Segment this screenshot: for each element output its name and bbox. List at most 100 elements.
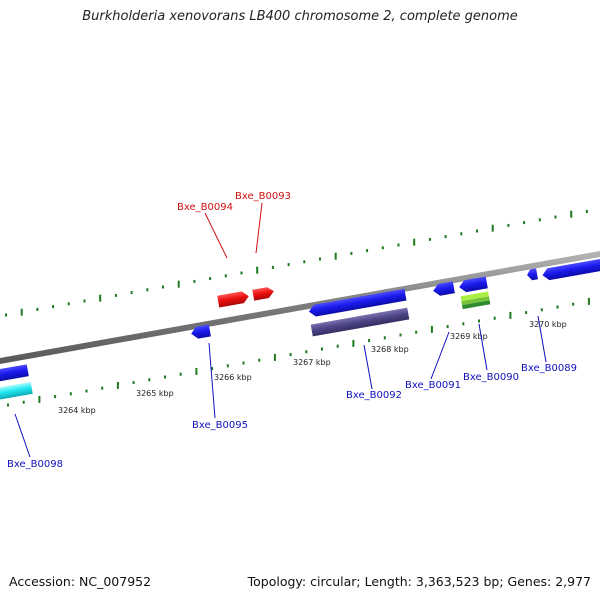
minor-tick — [381, 246, 384, 250]
minor-tick — [132, 381, 135, 385]
major-tick — [273, 353, 276, 361]
minor-tick — [556, 305, 559, 309]
minor-tick — [52, 305, 55, 309]
minor-tick — [164, 375, 166, 379]
minor-tick — [67, 302, 70, 306]
minor-tick — [350, 251, 353, 255]
minor-tick — [179, 372, 182, 376]
gene-bxe-b0098[interactable] — [0, 364, 29, 382]
minor-tick — [287, 263, 290, 267]
minor-tick — [242, 361, 245, 365]
minor-tick — [397, 243, 400, 247]
gene-bxe-b0095[interactable] — [190, 324, 211, 340]
gene-bxe-b0094[interactable] — [217, 290, 250, 308]
major-tick — [509, 311, 512, 319]
gene-bxe-b0098-product[interactable] — [0, 381, 33, 401]
minor-tick — [507, 223, 510, 227]
major-tick — [587, 297, 590, 305]
major-tick — [430, 325, 433, 333]
minor-tick — [258, 358, 261, 362]
major-tick — [256, 266, 259, 274]
gene-bxe-b0093[interactable] — [252, 286, 275, 301]
minor-tick — [554, 215, 557, 219]
major-tick — [20, 308, 23, 316]
gene-bxe-b0092-product[interactable] — [310, 307, 410, 337]
minor-tick — [211, 367, 214, 371]
gene-label-bxe-b0090: Bxe_B0090 — [463, 372, 519, 383]
gene-bxe-b0090[interactable] — [458, 276, 488, 293]
minor-tick — [321, 347, 323, 351]
major-tick — [177, 280, 180, 288]
major-tick — [38, 395, 41, 403]
minor-tick — [368, 339, 371, 343]
gene-labels: Bxe_B0094 Bxe_B0093 Bxe_B0095 Bxe_B0092 … — [7, 191, 577, 470]
minor-tick — [383, 336, 386, 340]
minor-tick — [226, 364, 229, 368]
minor-tick — [460, 232, 463, 236]
minor-tick — [7, 403, 9, 407]
major-tick — [195, 367, 198, 375]
minor-tick — [415, 330, 418, 334]
minor-tick — [462, 322, 465, 326]
minor-tick — [444, 235, 447, 239]
minor-tick — [303, 260, 306, 264]
minor-tick — [240, 271, 243, 275]
major-tick — [491, 224, 494, 232]
gene-bxe-b0089[interactable] — [541, 258, 600, 281]
minor-tick — [585, 209, 588, 213]
minor-tick — [83, 299, 86, 303]
minor-tick — [5, 313, 7, 317]
tick-label-3267: 3267 kbp — [293, 358, 331, 367]
major-tick — [352, 339, 355, 347]
minor-tick — [476, 229, 478, 233]
gene-features — [0, 258, 600, 401]
minor-tick — [54, 395, 57, 399]
minor-tick — [478, 319, 480, 323]
gene-label-bxe-b0098: Bxe_B0098 — [7, 459, 63, 470]
minor-tick — [540, 308, 543, 312]
major-tick — [116, 381, 119, 389]
tick-label-3270: 3270 kbp — [529, 320, 567, 329]
tick-label-3268: 3268 kbp — [371, 345, 409, 354]
major-tick — [99, 294, 102, 302]
tick-row-upper — [5, 209, 588, 317]
gene-bxe-b0092-arrow[interactable] — [308, 288, 407, 318]
minor-tick — [399, 333, 402, 337]
minor-tick — [114, 293, 117, 297]
tick-label-3266: 3266 kbp — [214, 373, 252, 382]
minor-tick — [193, 279, 196, 283]
minor-tick — [101, 386, 104, 390]
chromosome-backbone — [0, 251, 600, 364]
gene-label-bxe-b0091: Bxe_B0091 — [405, 380, 461, 391]
minor-tick — [209, 277, 212, 281]
minor-tick — [493, 316, 496, 320]
minor-tick — [446, 325, 449, 329]
gene-label-bxe-b0095: Bxe_B0095 — [192, 420, 248, 431]
minor-tick — [319, 257, 321, 261]
tick-label-3265: 3265 kbp — [136, 389, 174, 398]
minor-tick — [305, 350, 308, 354]
minor-tick — [538, 218, 541, 222]
minor-tick — [366, 249, 369, 253]
gene-label-bxe-b0092: Bxe_B0092 — [346, 390, 402, 401]
major-tick — [413, 238, 416, 246]
minor-tick — [525, 311, 528, 315]
major-tick — [570, 210, 573, 218]
minor-tick — [336, 344, 339, 348]
genome-summary-text: Topology: circular; Length: 3,363,523 bp… — [247, 574, 591, 589]
gene-bxe-b0090-product[interactable] — [460, 291, 491, 310]
minor-tick — [572, 302, 575, 306]
major-tick — [334, 252, 337, 260]
minor-tick — [224, 274, 227, 278]
minor-tick — [130, 291, 133, 295]
gene-label-bxe-b0093: Bxe_B0093 — [235, 191, 291, 202]
minor-tick — [85, 389, 88, 393]
gene-leader-lines — [14, 202, 547, 458]
gene-bxe-b0089-a[interactable] — [526, 268, 538, 281]
gene-label-bxe-b0094: Bxe_B0094 — [177, 202, 233, 213]
minor-tick — [523, 221, 526, 225]
minor-tick — [36, 307, 39, 311]
minor-tick — [162, 285, 164, 289]
gene-bxe-b0091[interactable] — [432, 281, 455, 296]
